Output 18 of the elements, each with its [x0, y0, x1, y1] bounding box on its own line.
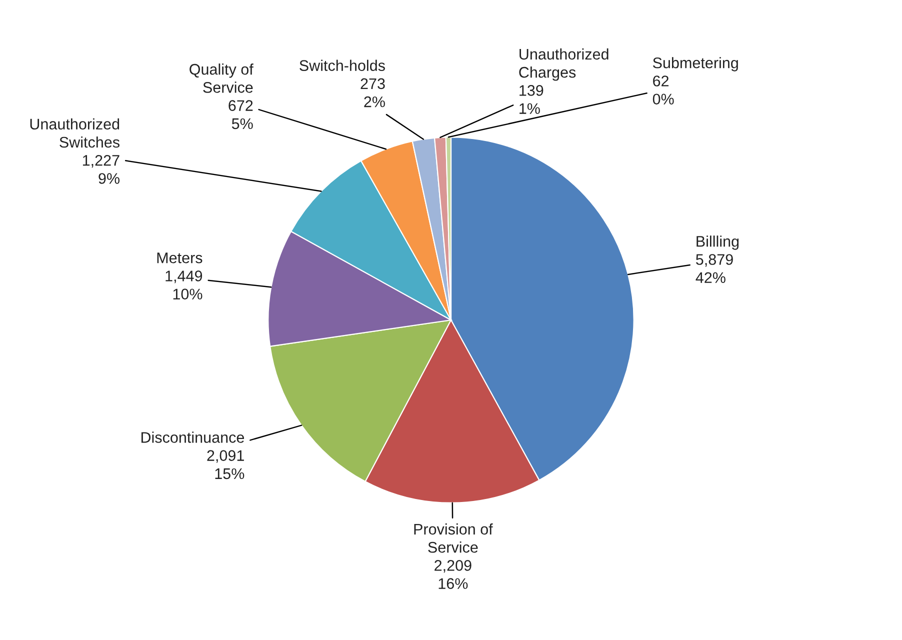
- slice-label: Unauthorized Charges: [519, 48, 608, 81]
- data-label: 139 1%: [520, 85, 544, 114]
- slice-label: Billling: [696, 236, 739, 250]
- data-label: 62 0%: [652, 76, 674, 105]
- slice-label: Discontinuance: [141, 432, 244, 443]
- data-label: 1,449 10%: [166, 270, 202, 300]
- data-label: 2,091 15%: [207, 450, 244, 480]
- data-label: 672 5%: [228, 100, 253, 130]
- slice-label: Quality of Service: [190, 64, 254, 93]
- slice-label: Provision of Service: [414, 523, 493, 553]
- data-label: 5,879 42%: [696, 254, 733, 283]
- slice-label: Meters: [157, 252, 202, 264]
- slice-label: Unauthorized Switches: [30, 118, 120, 148]
- slice-label: Switch-holds: [300, 60, 385, 71]
- data-label: 2,209 16%: [434, 560, 472, 589]
- data-label: 273 2%: [360, 78, 385, 108]
- slice-label: Submetering: [652, 57, 738, 72]
- data-label: 1,227 9%: [82, 154, 120, 184]
